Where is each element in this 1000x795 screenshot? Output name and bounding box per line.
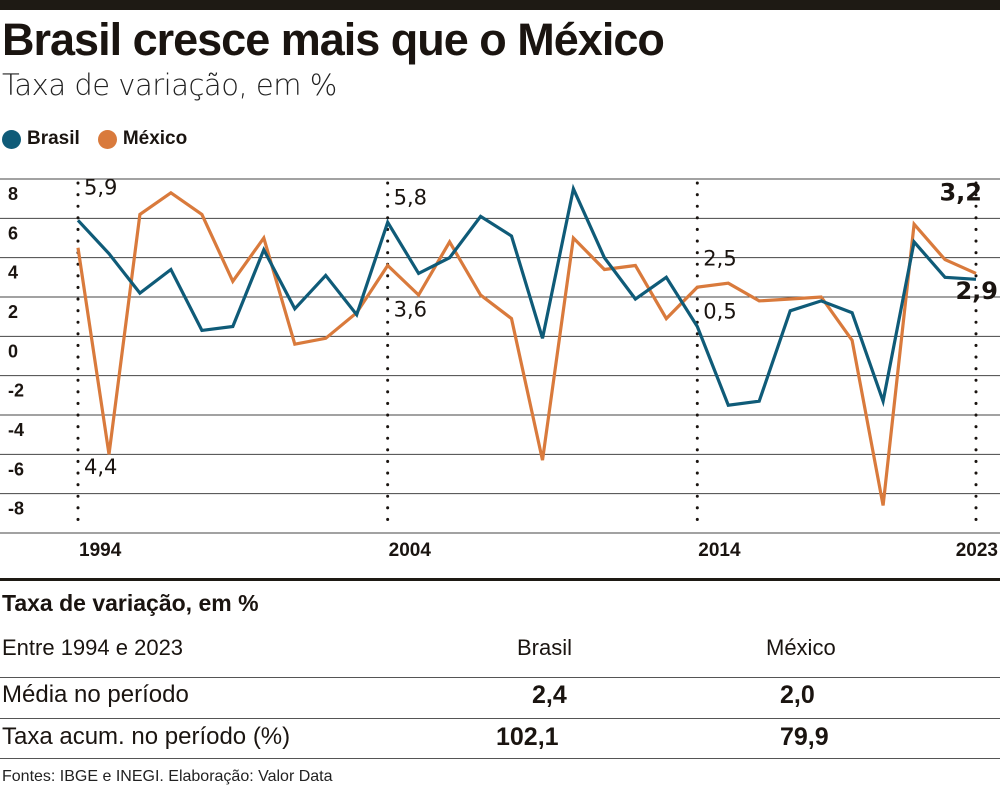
- y-tick-label: 2: [8, 302, 18, 322]
- x-tick-label: 2023: [956, 540, 998, 561]
- divider: [0, 677, 1000, 678]
- y-tick-label: 0: [8, 341, 18, 361]
- y-tick-label: -8: [8, 499, 24, 519]
- top-rule: [0, 0, 1000, 10]
- legend-swatch-brasil: [2, 129, 21, 149]
- column-header-mexico: México: [766, 635, 836, 660]
- chart-title: Brasil cresce mais que o México: [2, 14, 665, 65]
- series-line-mexico: [76, 190, 977, 506]
- cell-mexico: 2,0: [780, 681, 815, 709]
- table-top-rule: [0, 578, 1000, 581]
- row-label: Média no período: [2, 681, 189, 708]
- legend-label: Brasil: [27, 128, 80, 149]
- divider: [0, 758, 1000, 759]
- table-title: Taxa de variação, em %: [2, 590, 259, 616]
- y-tick-label: 8: [8, 184, 18, 204]
- source-note: Fontes: IBGE e INEGI. Elaboração: Valor …: [2, 768, 333, 785]
- x-tick-label: 1994: [79, 540, 122, 561]
- divider: [0, 718, 1000, 719]
- data-label: 2,9: [955, 277, 998, 305]
- period-label: Entre 1994 e 2023: [2, 635, 184, 660]
- y-tick-label: 4: [8, 263, 18, 283]
- legend-label: México: [122, 128, 188, 149]
- column-header-brasil: Brasil: [517, 635, 573, 660]
- chart-subtitle: Taxa de variação, em %: [2, 68, 337, 102]
- data-label: 5,9: [84, 176, 117, 200]
- data-label: 3,2: [939, 179, 982, 207]
- line-chart: 8 6 4 2 0 -2 -4 -6 -8 1994 2004 2014 2023 5,9 4,4 5,8 3,…: [0, 176, 1000, 561]
- cell-brasil: 2,4: [532, 681, 567, 709]
- legend-item-brasil: Brasil: [2, 128, 80, 150]
- y-tick-label: -4: [8, 420, 24, 440]
- legend-item-mexico: México: [97, 128, 188, 150]
- data-label: 2,5: [703, 247, 736, 271]
- y-tick-label: -2: [8, 381, 24, 401]
- legend-swatch-mexico: [97, 129, 117, 149]
- legend: Brasil México: [2, 128, 187, 150]
- y-tick-label: 6: [8, 223, 18, 243]
- cell-brasil: 102,1: [496, 723, 559, 751]
- series-line-brasil: [76, 183, 977, 408]
- data-label: 5,8: [394, 186, 427, 210]
- row-label: Taxa acum. no período (%): [2, 723, 291, 750]
- data-label: 4,4: [84, 455, 117, 479]
- x-tick-label: 2004: [389, 540, 432, 561]
- x-tick-label: 2014: [698, 540, 741, 561]
- y-tick-label: -6: [8, 459, 24, 479]
- data-label: 0,5: [703, 300, 736, 324]
- data-label: 3,6: [394, 298, 427, 322]
- cell-mexico: 79,9: [780, 723, 829, 751]
